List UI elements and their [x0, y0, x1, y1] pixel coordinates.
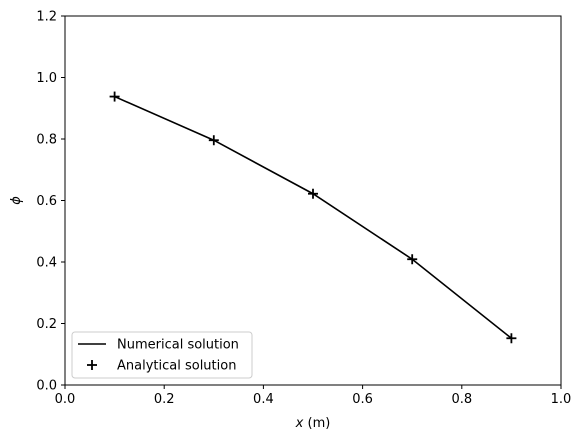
analytical-solution-point [407, 254, 418, 265]
x-tick-label: 0.0 [55, 392, 76, 407]
y-axis-label: ϕ [9, 196, 24, 205]
analytical-solution-point [109, 91, 120, 102]
x-axis-label-var: x [295, 416, 304, 431]
x-tick-label: 0.8 [451, 392, 472, 407]
plot-frame [64, 15, 562, 386]
analytical-solution-point [506, 333, 517, 344]
x-axis-label-unit: (m) [303, 416, 330, 431]
numerical-solution-line [114, 95, 512, 339]
legend-label-numerical: Numerical solution [117, 338, 239, 353]
y-tick-label: 0.8 [36, 133, 57, 148]
x-axis: 0.0 0.2 0.4 0.6 0.8 1.0 [55, 385, 572, 407]
legend-plus-icon [87, 360, 97, 370]
plot-area [64, 15, 562, 386]
legend-plus-marker [87, 360, 97, 370]
x-tick-label: 0.2 [154, 392, 175, 407]
legend-label-analytical: Analytical solution [117, 359, 236, 374]
y-tick-label: 0.4 [36, 256, 57, 271]
y-tick-label: 0.0 [36, 379, 57, 394]
x-tick-label: 0.6 [352, 392, 373, 407]
analytical-solution-point [308, 188, 318, 199]
y-tick-label: 1.2 [36, 10, 57, 25]
series-layer [109, 91, 517, 344]
legend-box [71, 331, 253, 379]
y-tick-label: 1.0 [36, 71, 57, 86]
y-tick-label: 0.6 [36, 194, 57, 209]
analytical-solution-point [208, 135, 219, 146]
legend: Numerical solution Analytical solution [71, 331, 253, 379]
x-tick-label: 0.4 [253, 392, 274, 407]
y-axis: 0.0 0.2 0.4 0.6 0.8 1.0 1.2 [36, 10, 65, 394]
x-tick-label: 1.0 [551, 392, 572, 407]
y-tick-label: 0.2 [36, 317, 57, 332]
x-axis-label: x (m) [295, 416, 331, 431]
